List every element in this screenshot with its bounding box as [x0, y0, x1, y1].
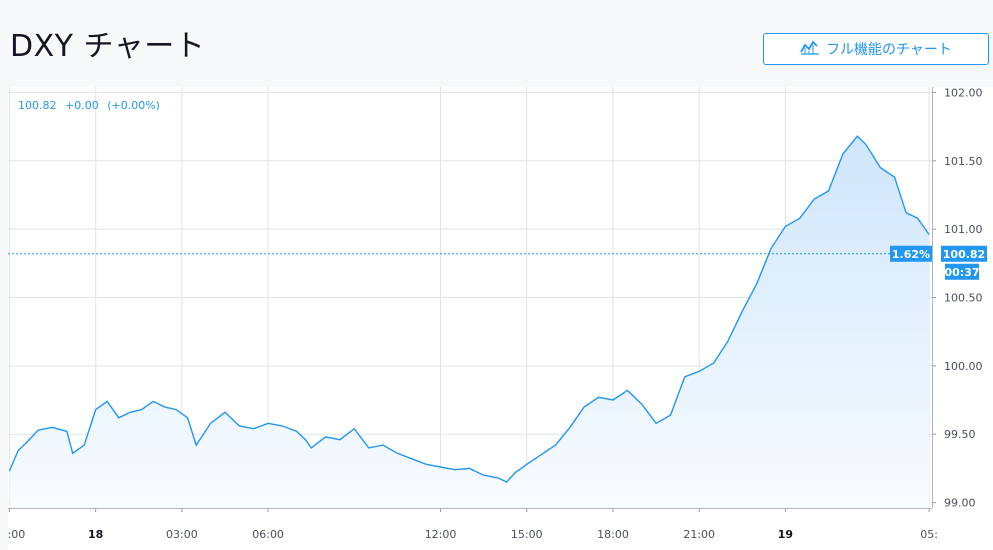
price-area	[9, 136, 930, 508]
y-tick-label: 101.50	[944, 155, 983, 168]
y-tick-label: 101.00	[944, 223, 983, 236]
countdown-tag: 00:37	[944, 266, 979, 279]
legend-change-percent: (+0.00%)	[107, 99, 160, 112]
chart-panel[interactable]: 21:00 18 03:00 06:00 12:00 15:00 18:00 21:00 19 0…	[8, 87, 993, 550]
last-price-tag-bg	[941, 245, 987, 262]
y-axis: 102.00 101.50 101.00 100.50 100.00 99.50 99.00	[932, 87, 983, 510]
y-tick-label: 102.00	[944, 87, 983, 99]
full-chart-button-label: フル機能のチャート	[826, 42, 952, 58]
x-tick-label: 19	[778, 528, 793, 541]
chart-line-icon	[800, 39, 820, 59]
x-tick-label: 05:	[920, 528, 938, 541]
x-tick-label: 21:00	[683, 528, 715, 541]
percent-tag: 1.62%	[892, 248, 930, 261]
full-chart-button[interactable]: フル機能のチャート	[763, 33, 989, 65]
y-tick-label: 99.50	[944, 428, 976, 441]
legend-change: +0.00	[65, 99, 99, 112]
y-tick-label: 100.00	[944, 360, 983, 373]
x-axis: 21:00 18 03:00 06:00 12:00 15:00 18:00 21:00 19 0…	[8, 508, 938, 541]
percent-tag-bg	[890, 245, 932, 262]
x-tick-label: 15:00	[511, 528, 543, 541]
legend-last-value: 100.82	[18, 99, 57, 112]
y-tick-label: 99.00	[944, 497, 976, 510]
x-tick-label: 12:00	[425, 528, 457, 541]
chart-legend: 100.82 +0.00 (+0.00%)	[18, 99, 165, 112]
last-price-tag: 100.82	[943, 248, 985, 261]
x-tick-label: 03:00	[166, 528, 198, 541]
countdown-tag-bg	[945, 263, 979, 280]
x-tick-label: 21:00	[8, 528, 25, 541]
x-tick-label: 18:00	[597, 528, 629, 541]
y-tick-label: 100.50	[944, 292, 983, 305]
price-chart[interactable]: 21:00 18 03:00 06:00 12:00 15:00 18:00 21:00 19 0…	[8, 87, 993, 550]
page-header: DXY チャート フル機能のチャート	[0, 0, 993, 86]
x-tick-label: 18	[88, 528, 103, 541]
page-title: DXY チャート	[10, 29, 206, 64]
x-tick-label: 06:00	[252, 528, 284, 541]
price-tags: 1.62% 100.82 00:37	[890, 245, 987, 280]
price-line	[8, 135, 930, 483]
